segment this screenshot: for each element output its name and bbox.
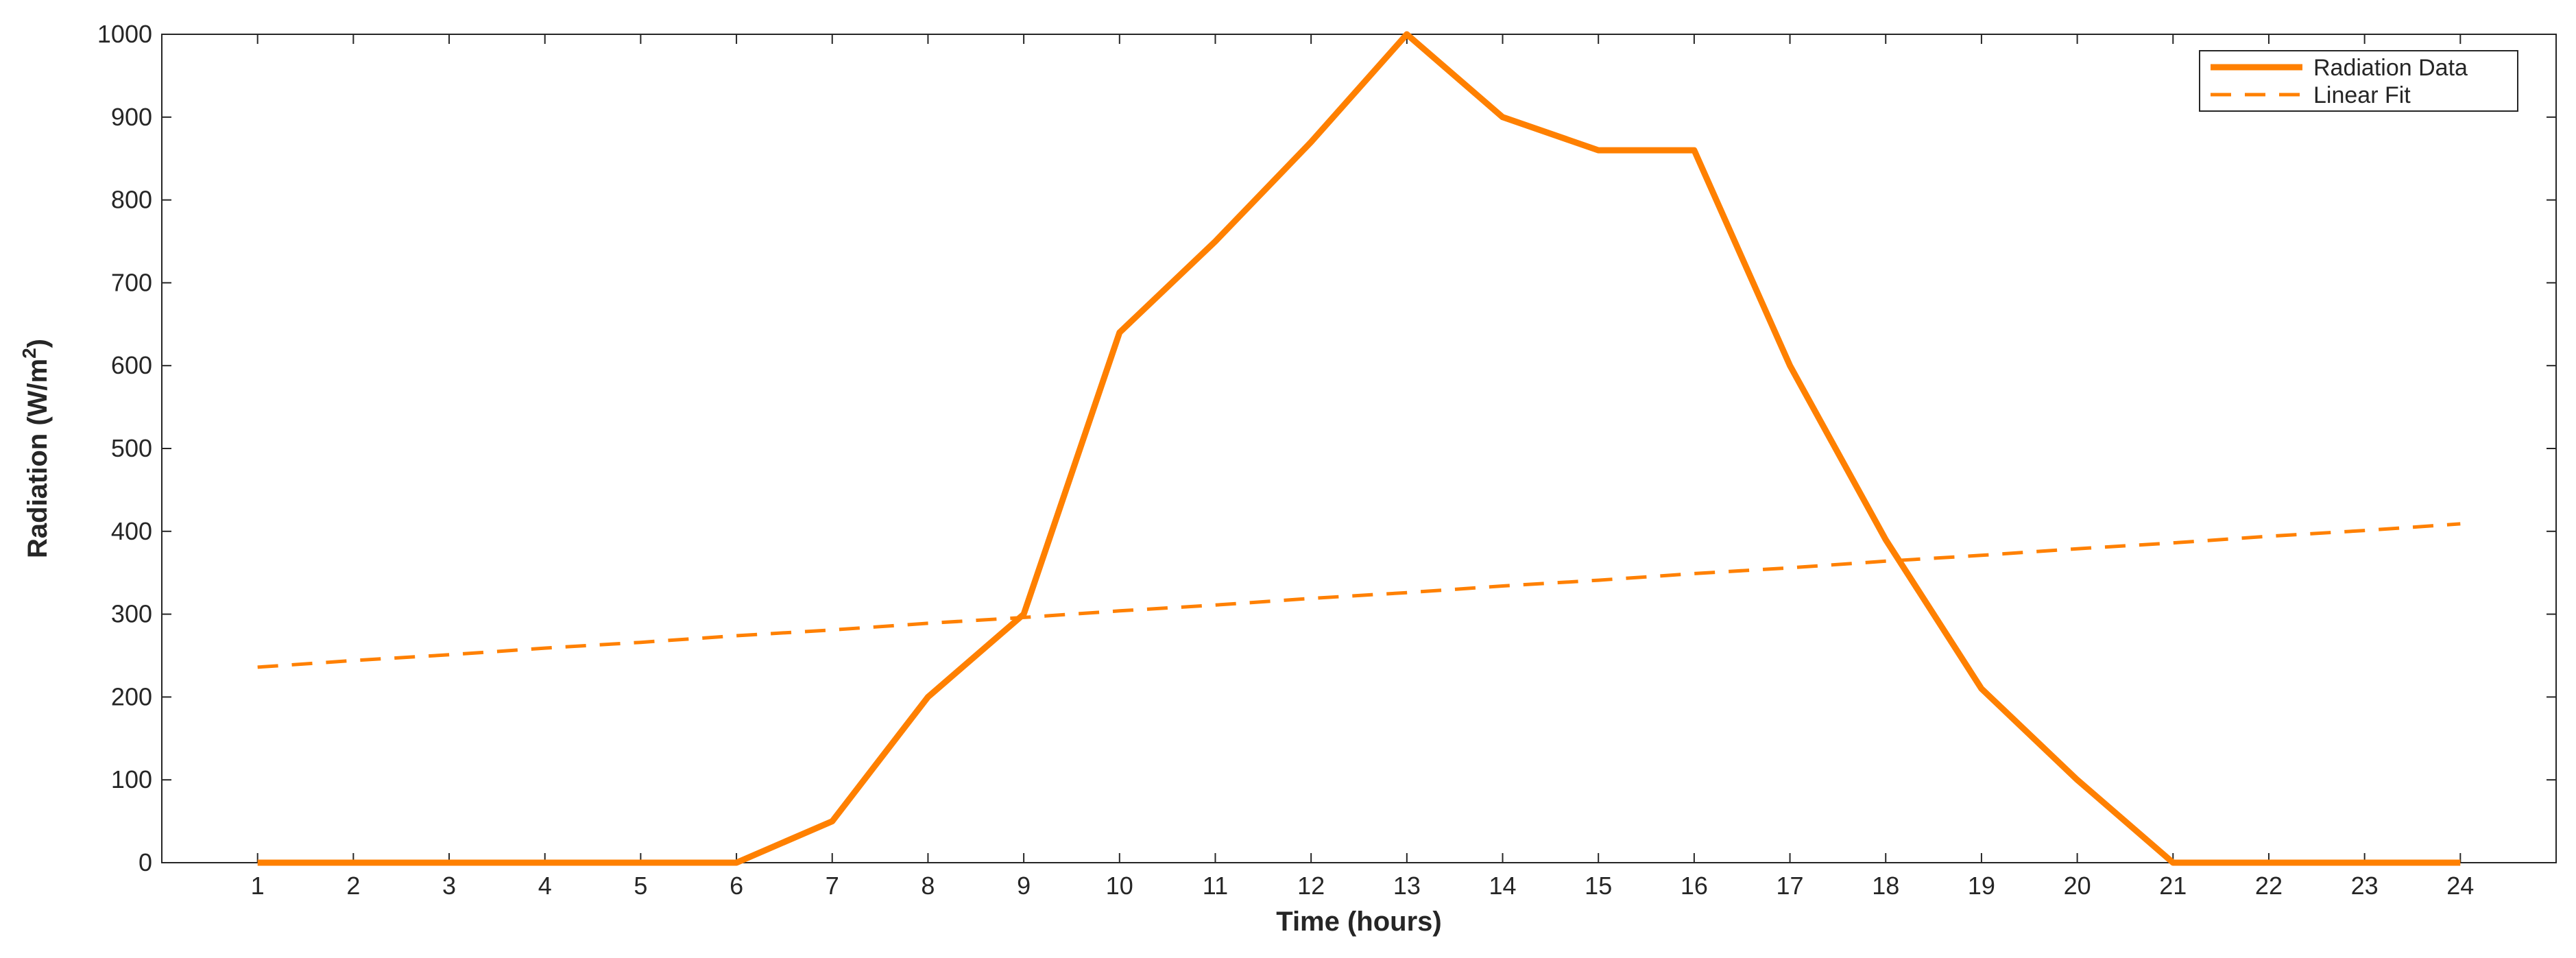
x-tick-label: 4 xyxy=(538,872,552,900)
x-tick-label: 10 xyxy=(1106,872,1133,900)
x-tick-label: 1 xyxy=(251,872,265,900)
x-tick-label: 23 xyxy=(2351,872,2379,900)
y-axis-label-main: Radiation (W/m xyxy=(23,359,53,558)
y-tick-label: 700 xyxy=(111,268,152,296)
x-tick-label: 17 xyxy=(1777,872,1804,900)
x-tick-label: 8 xyxy=(921,872,935,900)
x-tick-label: 7 xyxy=(826,872,839,900)
y-tick-label: 500 xyxy=(111,434,152,462)
y-tick-label: 800 xyxy=(111,186,152,214)
x-tick-label: 2 xyxy=(346,872,360,900)
x-tick-label: 15 xyxy=(1585,872,1612,900)
x-tick-label: 22 xyxy=(2255,872,2283,900)
x-tick-label: 11 xyxy=(1203,872,1228,900)
series-layer xyxy=(257,31,2461,866)
x-tick-label: 12 xyxy=(1297,872,1325,900)
y-axis-label-superscript: 2 xyxy=(19,348,40,359)
y-tick-label: 100 xyxy=(111,765,152,793)
plot-area xyxy=(161,34,2557,863)
y-tick-label: 200 xyxy=(111,682,152,710)
linear-fit-line xyxy=(257,522,2461,669)
plot-frame xyxy=(161,34,2557,863)
x-tick-label: 13 xyxy=(1393,872,1421,900)
x-tick-label: 19 xyxy=(1968,872,1995,900)
x-tick-label: 5 xyxy=(634,872,647,900)
y-tick-label: 1000 xyxy=(97,20,152,48)
y-axis-label: Radiation (W/m2) xyxy=(19,339,53,558)
y-tick-label: 300 xyxy=(111,600,152,628)
y-axis-label-suffix: ) xyxy=(23,339,53,348)
radiation-data-line xyxy=(257,31,2461,866)
y-tick-label: 900 xyxy=(111,103,152,131)
x-tick-label: 16 xyxy=(1681,872,1708,900)
x-tick-label: 21 xyxy=(2159,872,2187,900)
legend-box xyxy=(2199,50,2518,112)
x-tick-label: 24 xyxy=(2446,872,2474,900)
y-axis-ticks: 0 100 200 300 400 500 600 700 800 900 1000 xyxy=(97,20,2556,876)
legend-label-linear-fit: Linear Fit xyxy=(2313,82,2411,108)
legend-label-radiation-data: Radiation Data xyxy=(2313,55,2468,81)
x-axis-label: Time (hours) xyxy=(1276,907,1442,937)
y-tick-label: 600 xyxy=(111,351,152,379)
x-tick-label: 6 xyxy=(730,872,743,900)
x-tick-label: 18 xyxy=(1872,872,1899,900)
x-tick-label: 9 xyxy=(1017,872,1031,900)
y-tick-label: 400 xyxy=(111,517,152,545)
y-tick-label: 0 xyxy=(139,848,152,876)
x-tick-label: 3 xyxy=(442,872,456,900)
x-tick-label: 20 xyxy=(2064,872,2091,900)
x-axis-ticks: 1 2 3 4 5 6 7 8 9 10 11 12 13 14 15 16 17 18 19 20 21 22 23 24 xyxy=(251,34,2474,900)
x-tick-label: 14 xyxy=(1489,872,1516,900)
